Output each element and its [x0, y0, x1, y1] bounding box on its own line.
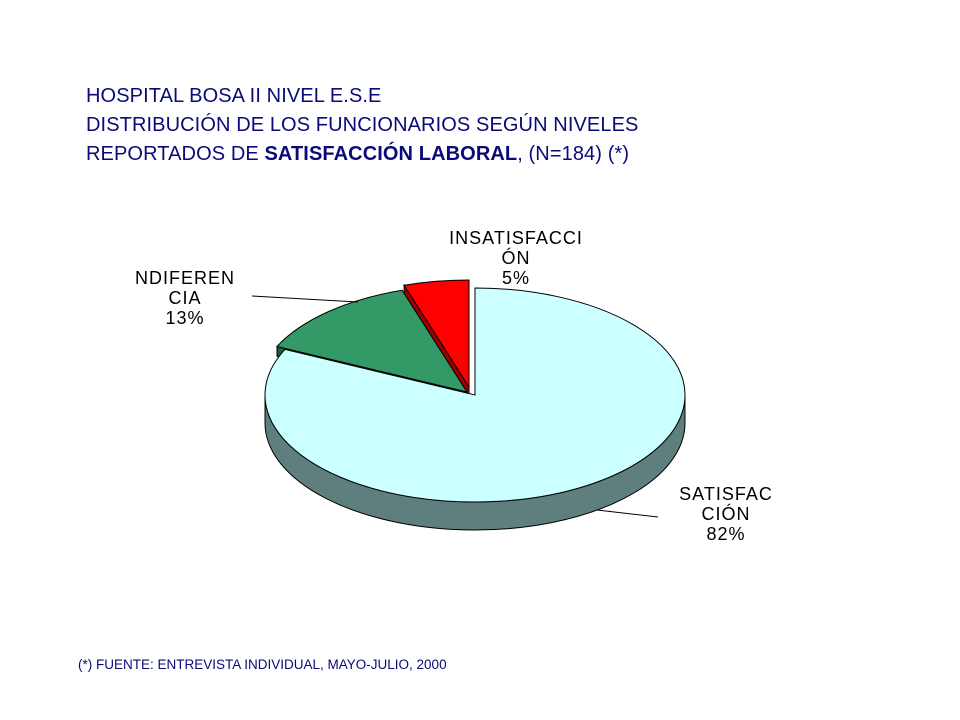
pie-slice-1	[276, 289, 469, 393]
leader-line-0	[596, 509, 659, 518]
slice-label-1-line-0: NDIFEREN	[135, 268, 235, 288]
source-footnote: (*) FUENTE: ENTREVISTA INDIVIDUAL, MAYO-…	[78, 657, 447, 672]
pie-leaders	[251, 295, 659, 518]
slice-label-0-line-2: 82%	[706, 524, 745, 544]
slice-label-2-line-2: 5%	[502, 268, 530, 288]
slice-label-1-line-1: CIA	[168, 288, 201, 308]
leader-line-1	[251, 295, 359, 303]
chart-title: HOSPITAL BOSA II NIVEL E.S.E DISTRIBUCIÓ…	[86, 82, 638, 169]
title-line-3: REPORTADOS DE SATISFACCIÓN LABORAL, (N=1…	[86, 140, 638, 169]
slice-label-0-line-0: SATISFAC	[679, 484, 773, 504]
slice-label-2-line-0: INSATISFACCI	[449, 228, 583, 248]
slice-label-1-line-2: 13%	[165, 308, 204, 328]
slice-label-0-line-1: CIÓN	[702, 503, 751, 524]
slice-label-2-line-1: ÓN	[502, 247, 531, 268]
title-line-3-prefix: REPORTADOS DE	[86, 143, 265, 165]
title-line-3-suffix: , (N=184) (*)	[517, 143, 630, 165]
pie-slice-2	[403, 279, 470, 389]
pie-tops	[264, 279, 686, 503]
title-line-1: HOSPITAL BOSA II NIVEL E.S.E	[86, 85, 382, 107]
title-line-3-bold: SATISFACCIÓN LABORAL	[264, 143, 518, 165]
title-line-2: DISTRIBUCIÓN DE LOS FUNCIONARIOS SEGÚN N…	[86, 114, 639, 136]
pie-slice-0	[264, 287, 686, 503]
